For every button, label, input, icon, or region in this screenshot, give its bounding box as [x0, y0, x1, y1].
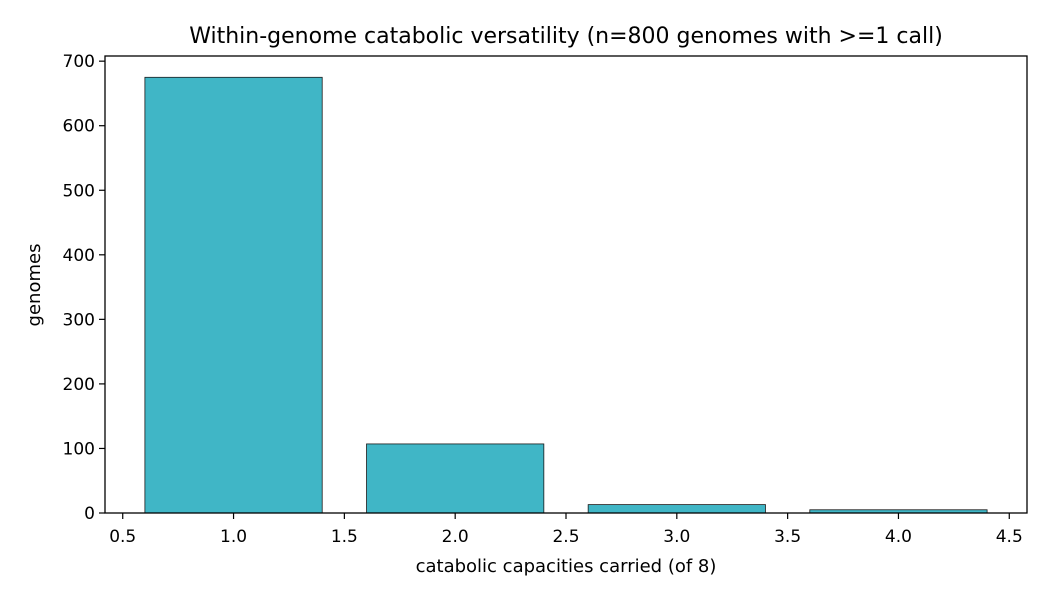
y-axis: 0 100 200 300 400 500 600 700	[63, 52, 105, 524]
x-tick-label: 1.5	[331, 527, 358, 547]
x-tick-label: 3.0	[663, 527, 690, 547]
x-tick-label: 3.5	[774, 527, 801, 547]
y-tick-label: 100	[63, 439, 95, 459]
y-tick-label: 300	[63, 310, 95, 330]
x-tick-label: 0.5	[109, 527, 136, 547]
y-tick-label: 200	[63, 375, 95, 395]
y-tick-label: 700	[63, 52, 95, 72]
x-tick-label: 4.0	[885, 527, 912, 547]
x-tick-label: 2.0	[442, 527, 469, 547]
y-tick-label: 600	[63, 117, 95, 137]
x-tick-label: 4.5	[996, 527, 1023, 547]
x-axis-label: catabolic capacities carried (of 8)	[416, 556, 717, 577]
x-tick-label: 2.5	[552, 527, 579, 547]
bar-2	[366, 443, 545, 514]
bar-1	[144, 76, 323, 514]
chart-title: Within-genome catabolic versatility (n=8…	[189, 24, 943, 49]
y-axis-label: genomes	[24, 244, 45, 327]
plot-frame	[104, 55, 1028, 514]
bar-3	[587, 504, 766, 514]
y-tick-label: 500	[63, 181, 95, 201]
x-axis: 0.5 1.0 1.5 2.0 2.5 3.0 3.5 4.0 4.5	[109, 513, 1023, 547]
x-tick-label: 1.0	[220, 527, 247, 547]
y-tick-label: 0	[84, 504, 95, 524]
y-tick-label: 400	[63, 246, 95, 266]
bars-group	[144, 76, 988, 514]
